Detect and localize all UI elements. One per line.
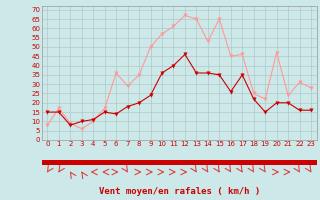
Text: Vent moyen/en rafales ( km/h ): Vent moyen/en rafales ( km/h )	[99, 187, 260, 196]
